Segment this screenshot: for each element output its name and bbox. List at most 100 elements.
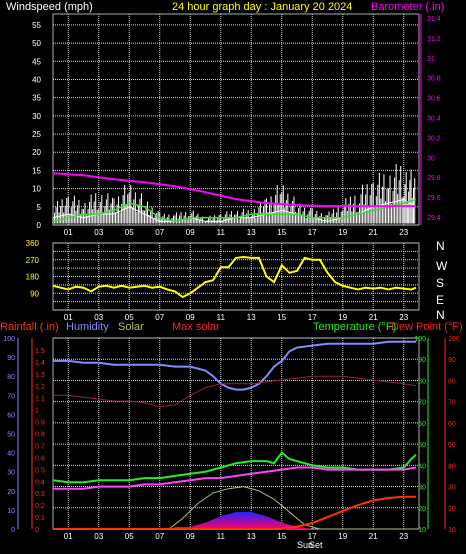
direction-x-tick-label: 07: [155, 313, 164, 322]
wind-y-tick-label: 15: [32, 166, 41, 175]
legend-solar: Solar: [118, 321, 144, 333]
wind-x-tick-label: 17: [308, 228, 317, 237]
rain-y-tick-label: 0: [35, 527, 39, 534]
wind-x-tick-label: 13: [247, 228, 256, 237]
compass-label: N: [436, 239, 445, 253]
rainfall-line: [53, 495, 416, 530]
barometer-y-tick-label: 29.4: [427, 215, 441, 222]
direction-x-tick-label: 09: [186, 313, 195, 322]
humidity-y-tick-label: 40: [7, 451, 15, 458]
wind-y-tick-label: 40: [32, 75, 41, 84]
dewpoint-y-tick-label: 50: [448, 442, 456, 449]
rain-y-tick-label: 0.4: [35, 479, 45, 486]
humidity-y-tick-label: 10: [7, 508, 15, 515]
wind-y-tick-label: 50: [32, 39, 41, 48]
humidity-y-tick-label: 70: [7, 393, 15, 400]
direction-x-tick-label: 15: [277, 313, 286, 322]
rain-y-tick-label: 0.3: [35, 491, 45, 498]
rain-y-tick-label: 0.5: [35, 467, 45, 474]
direction-x-tick-label: 23: [399, 313, 408, 322]
rain-y-tick-label: 0.2: [35, 503, 45, 510]
temperature-y-tick-label: 10: [418, 527, 426, 534]
compass-label: S: [436, 276, 444, 290]
wind-x-tick-label: 03: [94, 228, 103, 237]
rain-y-tick-label: 1: [35, 408, 39, 415]
dewpoint-y-tick-label: 100: [448, 336, 460, 343]
legend-max-solar: Max solar: [172, 321, 220, 333]
weather-x-tick-label: 19: [338, 532, 347, 541]
barometer-y-tick-label: 30.6: [427, 96, 441, 103]
dewpoint-y-tick-label: 40: [448, 463, 456, 470]
sunset-label: Set: [309, 540, 323, 550]
rain-y-tick-label: 0.9: [35, 420, 45, 427]
barometer-title: Barometer (.in): [371, 1, 444, 13]
humidity-line: [53, 340, 416, 391]
barometer-y-tick-label: 31: [427, 56, 435, 63]
direction-x-tick-label: 13: [247, 313, 256, 322]
barometer-y-tick-label: 30.8: [427, 76, 441, 83]
humidity-y-tick-label: 0: [11, 527, 15, 534]
direction-y-tick-label: 180: [26, 273, 40, 282]
direction-y-tick-label: 270: [26, 256, 40, 265]
barometer-y-tick-label: 31.2: [427, 36, 441, 43]
compass-label: N: [436, 308, 445, 322]
wind-x-tick-label: 05: [125, 228, 134, 237]
direction-x-tick-label: 03: [94, 313, 103, 322]
legend-temperature: Temperature (°F): [313, 321, 396, 333]
wind-y-tick-label: 30: [32, 112, 41, 121]
humidity-y-tick-label: 30: [7, 470, 15, 477]
wind-y-tick-label: 55: [32, 21, 41, 30]
weather-x-tick-label: 11: [217, 532, 226, 541]
direction-x-tick-label: 11: [217, 313, 226, 322]
temperature-y-tick-label: 90: [418, 357, 426, 364]
direction-x-tick-label: 05: [125, 313, 134, 322]
dewpoint-line: [53, 466, 417, 490]
wind-y-tick-label: 10: [32, 185, 41, 194]
temperature-y-tick-label: 20: [418, 506, 426, 513]
weather-plot-frame: [52, 337, 420, 530]
rain-y-tick-label: 1.1: [35, 396, 45, 403]
weather-x-tick-label: 07: [155, 532, 164, 541]
barometer-y-tick-label: 31.4: [427, 16, 441, 23]
dewpoint-y-tick-label: 20: [448, 506, 456, 513]
temperature-y-tick-label: 30: [418, 485, 426, 492]
sunrise-label: Sun: [297, 540, 313, 550]
direction-x-tick-label: 17: [308, 313, 317, 322]
dewpoint-y-tick-label: 90: [448, 357, 456, 364]
weather-x-tick-label: 13: [247, 532, 256, 541]
weather-x-tick-label: 01: [64, 532, 73, 541]
wind-x-tick-label: 15: [277, 228, 286, 237]
compass-label: E: [436, 293, 444, 307]
temperature-y-tick-label: 70: [418, 400, 426, 407]
humidity-y-tick-label: 60: [7, 412, 15, 419]
windspeed-title: Windspeed (mph): [6, 1, 93, 13]
temperature-y-tick-label: 100: [414, 336, 426, 343]
barometer-line: [52, 172, 416, 208]
temperature-y-tick-label: 80: [418, 378, 426, 385]
dewpoint-y-tick-label: 80: [448, 378, 456, 385]
barometer-y-tick-label: 30.4: [427, 116, 441, 123]
rain-y-tick-label: 0.6: [35, 455, 45, 462]
rain-y-tick-label: 0.1: [35, 515, 45, 522]
direction-x-tick-label: 21: [369, 313, 378, 322]
wind-direction-line: [52, 255, 417, 299]
humidity-y-tick-label: 20: [7, 489, 15, 496]
wind-x-tick-label: 23: [399, 228, 408, 237]
dewpoint-y-tick-label: 30: [448, 485, 456, 492]
wind-y-tick-label: 35: [32, 94, 41, 103]
weather-x-tick-label: 15: [277, 532, 286, 541]
barometer-y-tick-label: 30: [427, 155, 435, 162]
barometer-y-tick-label: 29.6: [427, 195, 441, 202]
rain-y-tick-label: 0.7: [35, 443, 45, 450]
weather-x-tick-label: 17: [308, 532, 317, 541]
wind-y-tick-label: 20: [32, 148, 41, 157]
rain-y-tick-label: 1.4: [35, 360, 45, 367]
weather-x-tick-label: 21: [369, 532, 378, 541]
temperature-y-tick-label: 50: [418, 442, 426, 449]
temperature-line: [52, 451, 417, 484]
rain-y-tick-label: 1.3: [35, 372, 45, 379]
dewpoint-y-tick-label: 10: [448, 527, 456, 534]
weather-x-tick-label: 03: [94, 532, 103, 541]
average-wind-line: [52, 198, 417, 223]
